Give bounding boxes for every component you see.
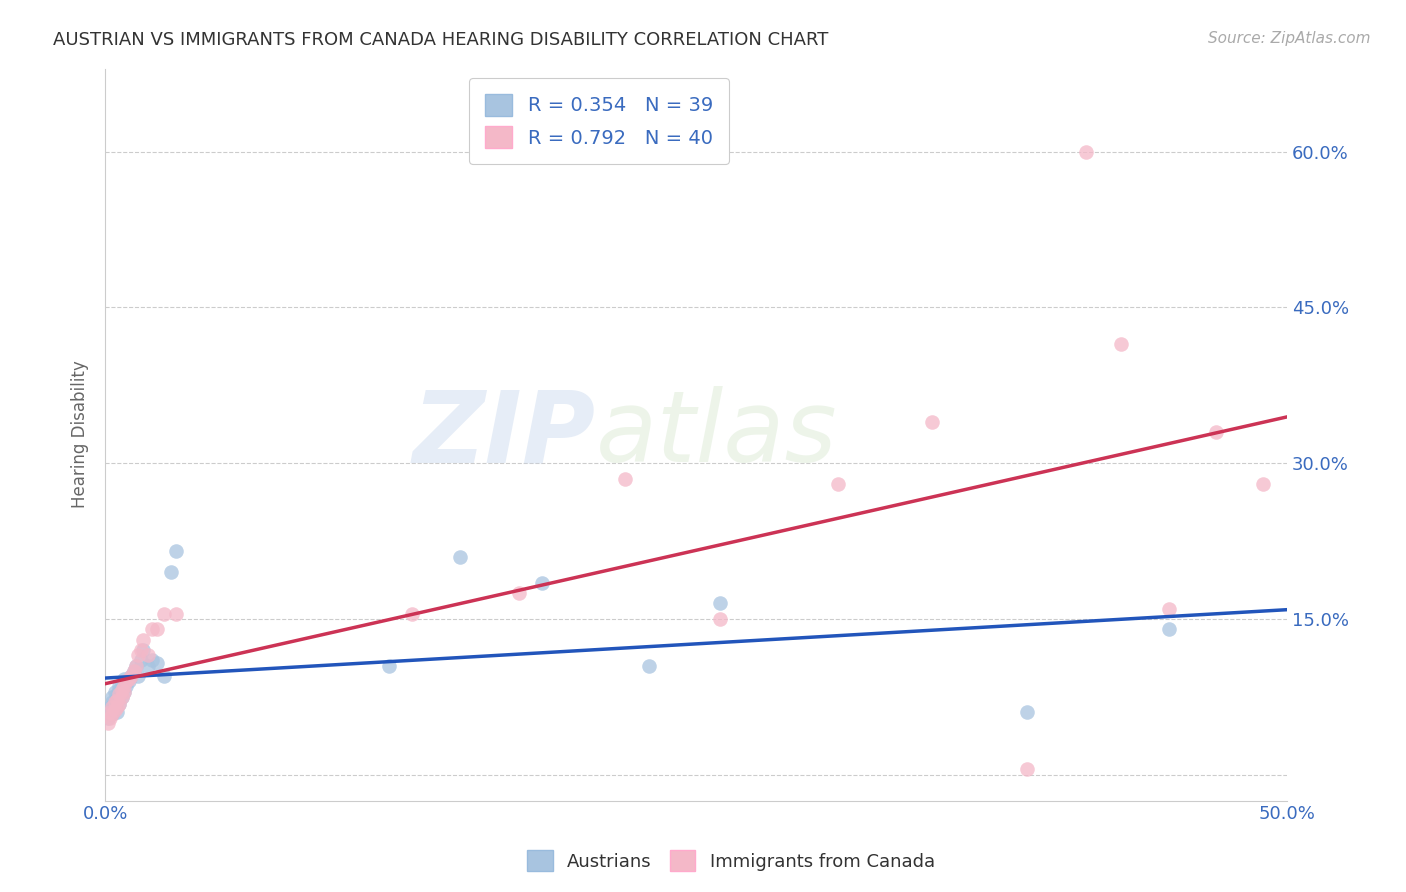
Point (378, 658, 401, 673)
Legend: Austrians, Immigrants from Canada: Austrians, Immigrants from Canada (520, 843, 942, 879)
Point (1157, 601, 1180, 615)
Point (122, 664, 145, 678)
Point (104, 684, 127, 698)
Legend: R = 0.354   N = 39, R = 0.792   N = 40: R = 0.354 N = 39, R = 0.792 N = 40 (470, 78, 728, 164)
Point (127, 648, 149, 663)
Point (105, 687, 128, 701)
Point (115, 679, 138, 693)
Point (637, 658, 659, 673)
Text: AUSTRIAN VS IMMIGRANTS FROM CANADA HEARING DISABILITY CORRELATION CHART: AUSTRIAN VS IMMIGRANTS FROM CANADA HEARI… (53, 31, 828, 49)
Point (98, 706, 121, 720)
Point (165, 544, 187, 558)
Point (111, 676, 134, 690)
Point (108, 687, 131, 701)
Point (122, 664, 145, 678)
Point (132, 632, 155, 647)
Point (921, 415, 943, 429)
Point (125, 658, 148, 673)
Point (108, 679, 131, 693)
Point (101, 690, 124, 704)
Point (141, 622, 163, 636)
Point (1251, 476, 1274, 491)
Point (101, 695, 124, 709)
Text: ZIP: ZIP (412, 386, 596, 483)
Point (160, 565, 183, 579)
Point (112, 684, 135, 698)
Point (115, 674, 138, 689)
Point (125, 658, 148, 673)
Point (105, 693, 128, 707)
Point (105, 693, 128, 707)
Point (136, 658, 159, 673)
Point (104, 703, 127, 717)
Point (1015, 763, 1038, 777)
Point (98, 710, 121, 724)
Point (111, 690, 134, 704)
Point (709, 596, 731, 610)
Point (112, 672, 135, 686)
Point (101, 707, 124, 722)
Point (98, 700, 121, 714)
Point (120, 669, 142, 683)
Point (111, 682, 134, 697)
Point (1205, 425, 1227, 439)
Point (1015, 706, 1038, 720)
Y-axis label: Hearing Disability: Hearing Disability (72, 360, 89, 508)
Point (508, 586, 530, 600)
Point (1157, 622, 1180, 636)
Point (108, 697, 131, 711)
Point (118, 674, 141, 689)
Point (97, 715, 120, 730)
Point (153, 669, 176, 683)
Point (129, 643, 152, 657)
Point (401, 607, 423, 621)
Point (614, 472, 637, 486)
Point (827, 476, 849, 491)
Point (141, 653, 163, 667)
Text: Source: ZipAtlas.com: Source: ZipAtlas.com (1208, 31, 1371, 46)
Point (132, 643, 155, 657)
Text: atlas: atlas (596, 386, 837, 483)
Point (108, 697, 131, 711)
Point (108, 682, 131, 697)
Point (104, 700, 127, 714)
Point (118, 672, 141, 686)
Point (1074, 145, 1097, 159)
Point (153, 607, 176, 621)
Point (709, 612, 731, 626)
Point (129, 653, 152, 667)
Point (105, 706, 128, 720)
Point (1111, 336, 1133, 351)
Point (112, 684, 135, 698)
Point (105, 700, 128, 714)
Point (97, 710, 120, 724)
Point (146, 622, 169, 636)
Point (146, 656, 169, 670)
Point (531, 575, 554, 590)
Point (101, 700, 124, 714)
Point (165, 607, 187, 621)
Point (120, 669, 142, 683)
Point (112, 679, 135, 693)
Point (127, 669, 149, 683)
Point (136, 648, 159, 663)
Point (101, 707, 124, 722)
Point (98, 706, 121, 720)
Point (449, 549, 471, 564)
Point (111, 690, 134, 704)
Point (104, 695, 127, 709)
